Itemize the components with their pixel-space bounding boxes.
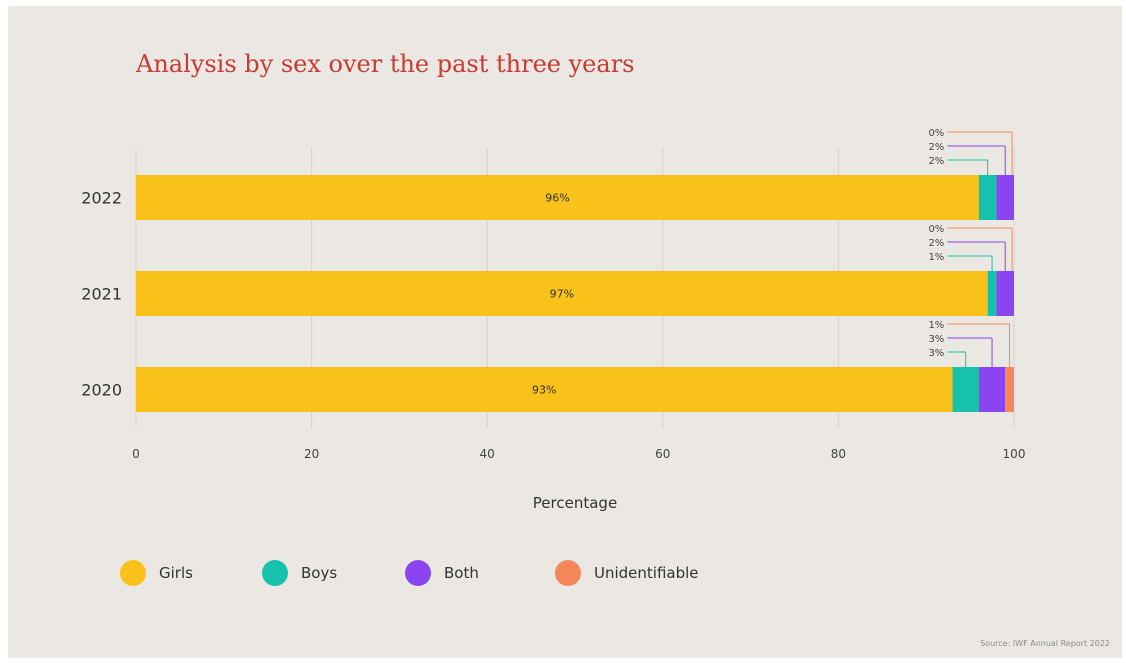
data-label: 96% xyxy=(545,192,569,205)
data-label: 2% xyxy=(928,142,944,153)
bar-segment-boys xyxy=(952,367,979,412)
bar-segment-girls xyxy=(136,175,979,220)
data-label: 93% xyxy=(532,384,556,397)
bar-segment-unidentifiable xyxy=(1005,367,1014,412)
legend-label: Boys xyxy=(301,564,338,582)
data-label: 2% xyxy=(928,238,944,249)
legend-item-unidentifiable: Unidentifiable xyxy=(555,558,699,588)
x-axis-label: Percentage xyxy=(533,494,617,512)
bar-segment-both xyxy=(978,367,1006,412)
legend-label: Both xyxy=(444,564,479,582)
legend-item-both: Both xyxy=(405,558,479,588)
data-label: 1% xyxy=(928,252,944,263)
legend-swatch xyxy=(120,560,146,586)
source-note: Source: IWF Annual Report 2022 xyxy=(980,639,1110,648)
chart-card xyxy=(8,6,1122,658)
x-tick-label: 100 xyxy=(1003,447,1026,461)
data-label: 2% xyxy=(928,156,944,167)
bar-segment-girls xyxy=(136,271,988,316)
legend-swatch xyxy=(262,560,288,586)
x-tick-label: 80 xyxy=(831,447,846,461)
bar-segment-boys xyxy=(978,175,997,220)
legend-swatch xyxy=(555,560,581,586)
data-label: 0% xyxy=(928,128,944,139)
chart-title: Analysis by sex over the past three year… xyxy=(136,50,635,78)
x-tick-label: 60 xyxy=(655,447,670,461)
bar-segment-both xyxy=(996,175,1014,220)
bar-segment-boys xyxy=(987,271,997,316)
legend-label: Unidentifiable xyxy=(594,564,699,582)
x-tick-label: 0 xyxy=(132,447,140,461)
data-label: 3% xyxy=(928,348,944,359)
x-tick-label: 40 xyxy=(480,447,495,461)
bar-segment-girls xyxy=(136,367,953,412)
category-label: 2020 xyxy=(81,381,122,400)
data-label: 0% xyxy=(928,224,944,235)
data-label: 97% xyxy=(550,288,574,301)
data-label: 1% xyxy=(928,320,944,331)
x-tick-label: 20 xyxy=(304,447,319,461)
data-label: 3% xyxy=(928,334,944,345)
category-label: 2021 xyxy=(81,285,122,304)
bar-segment-both xyxy=(996,271,1014,316)
legend-label: Girls xyxy=(159,564,193,582)
legend-swatch xyxy=(405,560,431,586)
legend-item-girls: Girls xyxy=(120,558,193,588)
category-label: 2022 xyxy=(81,189,122,208)
legend-item-boys: Boys xyxy=(262,558,337,588)
